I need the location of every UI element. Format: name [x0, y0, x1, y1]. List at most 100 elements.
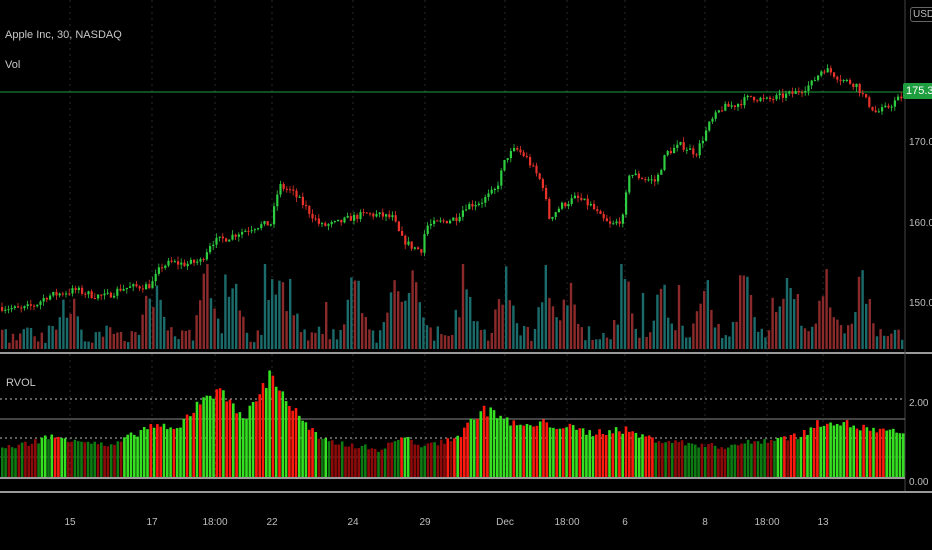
price-tick-label: 160.00 — [909, 218, 932, 229]
candle-body — [465, 209, 468, 211]
candle-body — [522, 152, 525, 157]
rvol-bar — [397, 439, 400, 478]
rvol-tick-label: 0.00 — [909, 477, 929, 488]
rvol-bar — [720, 447, 723, 478]
candle-body — [769, 97, 772, 100]
volume-bar — [677, 285, 681, 349]
volume-bar — [404, 300, 407, 349]
rvol-bar — [476, 418, 479, 478]
rvol-bar — [479, 411, 483, 478]
volume-bar — [667, 317, 670, 349]
volume-bar — [440, 334, 443, 349]
candle-body — [573, 195, 576, 199]
candle-body — [209, 246, 212, 253]
candle-body — [4, 309, 7, 311]
rvol-bar — [812, 427, 816, 478]
candle-body — [321, 223, 324, 225]
rvol-bar — [172, 428, 176, 478]
rvol-bar — [707, 444, 710, 478]
rvol-bar — [529, 425, 532, 478]
volume-bar — [328, 339, 331, 349]
volume-bar — [854, 312, 857, 349]
volume-bar — [886, 336, 889, 349]
candle-body — [385, 214, 388, 217]
candle-body — [807, 85, 810, 91]
volume-bar — [897, 329, 900, 349]
candle-body — [564, 202, 567, 207]
rvol-bar — [519, 424, 522, 478]
rvol-bar — [222, 390, 225, 478]
volume-bar — [519, 335, 522, 349]
candle-body — [500, 170, 503, 186]
rvol-bar — [139, 430, 143, 478]
candle-body — [612, 223, 615, 225]
volume-bar — [296, 313, 299, 349]
candle-body — [61, 293, 64, 295]
candle-body — [135, 284, 138, 287]
rvol-bar — [802, 430, 806, 478]
rvol-bar — [334, 444, 337, 478]
candle-body — [452, 217, 455, 221]
volume-bar — [73, 298, 76, 349]
volume-bar — [386, 312, 389, 349]
price-candles — [1, 64, 903, 314]
rvol-bar — [258, 394, 261, 478]
candle-body — [253, 229, 256, 231]
volume-bar — [242, 316, 245, 349]
rvol-bar — [852, 425, 855, 478]
volume-bar — [872, 323, 875, 349]
rvol-bar — [238, 412, 242, 478]
rvol-bar — [37, 443, 40, 478]
rvol-bar — [10, 447, 14, 478]
candle-body — [154, 273, 157, 282]
rvol-bar — [588, 430, 591, 478]
candle-body — [436, 220, 439, 222]
volume-bar — [209, 298, 213, 349]
rvol-bar — [822, 425, 826, 478]
candle-body — [599, 211, 602, 214]
candle-body — [589, 204, 592, 206]
rvol-bar — [509, 425, 512, 478]
rvol-bar — [545, 422, 549, 478]
rvol-bar — [149, 423, 153, 478]
volume-bar — [271, 279, 274, 349]
volume-bar — [105, 325, 108, 349]
rvol-bar — [459, 437, 463, 478]
rvol-bar — [426, 443, 430, 478]
rvol-bar — [793, 433, 796, 478]
volume-bar — [829, 307, 832, 349]
volume-bar — [145, 295, 148, 349]
candle-body — [666, 151, 669, 156]
volume-bar — [281, 282, 285, 349]
rvol-bar — [123, 437, 126, 478]
volume-bar — [541, 302, 544, 349]
candle-body — [596, 209, 599, 212]
candle-body — [84, 293, 87, 295]
volume-bar — [890, 333, 893, 349]
volume-bar — [861, 270, 864, 349]
volume-bar — [289, 278, 292, 349]
rvol-bar — [202, 397, 205, 478]
candle-body — [439, 220, 442, 222]
time-axis[interactable]: 15 17 18:00 22 24 29 Dec 18:00 6 8 18:00 13 — [64, 517, 829, 528]
rvol-bar — [57, 436, 60, 478]
volume-bar — [674, 330, 677, 349]
rvol-bar — [882, 428, 885, 478]
candle-body — [109, 292, 112, 298]
candle-body — [794, 91, 797, 94]
candle-body — [493, 189, 496, 191]
price-axis[interactable]: 170.00 160.00 150.00 2.00 0.00 — [909, 137, 932, 488]
volume-bar — [559, 320, 562, 349]
candle-body — [561, 202, 564, 209]
rvol-bar — [274, 386, 278, 478]
candle-body — [602, 213, 605, 219]
volume-bar — [746, 276, 749, 349]
rvol-bar — [581, 428, 585, 478]
rvol-bar — [667, 440, 671, 478]
candle-body — [33, 305, 36, 307]
currency-badge[interactable]: USD — [910, 7, 932, 22]
volume-bar — [731, 321, 735, 349]
rvol-bar — [113, 444, 116, 478]
